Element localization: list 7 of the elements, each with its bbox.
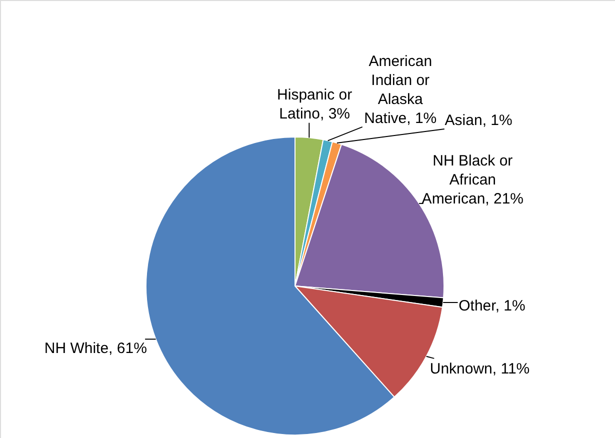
slice-label: Asian, 1% (444, 112, 512, 129)
slice-label: Unknown, 11% (430, 360, 530, 378)
slice-label: Other, 1% (458, 298, 526, 315)
slice-label: NH White, 61% (44, 340, 147, 358)
slice-label: NH Black or African American, 21% (422, 152, 524, 208)
slice-label: Hispanic or Latino, 3% (277, 86, 352, 123)
slice-label: American Indian or Alaska Native, 1% (364, 52, 437, 127)
